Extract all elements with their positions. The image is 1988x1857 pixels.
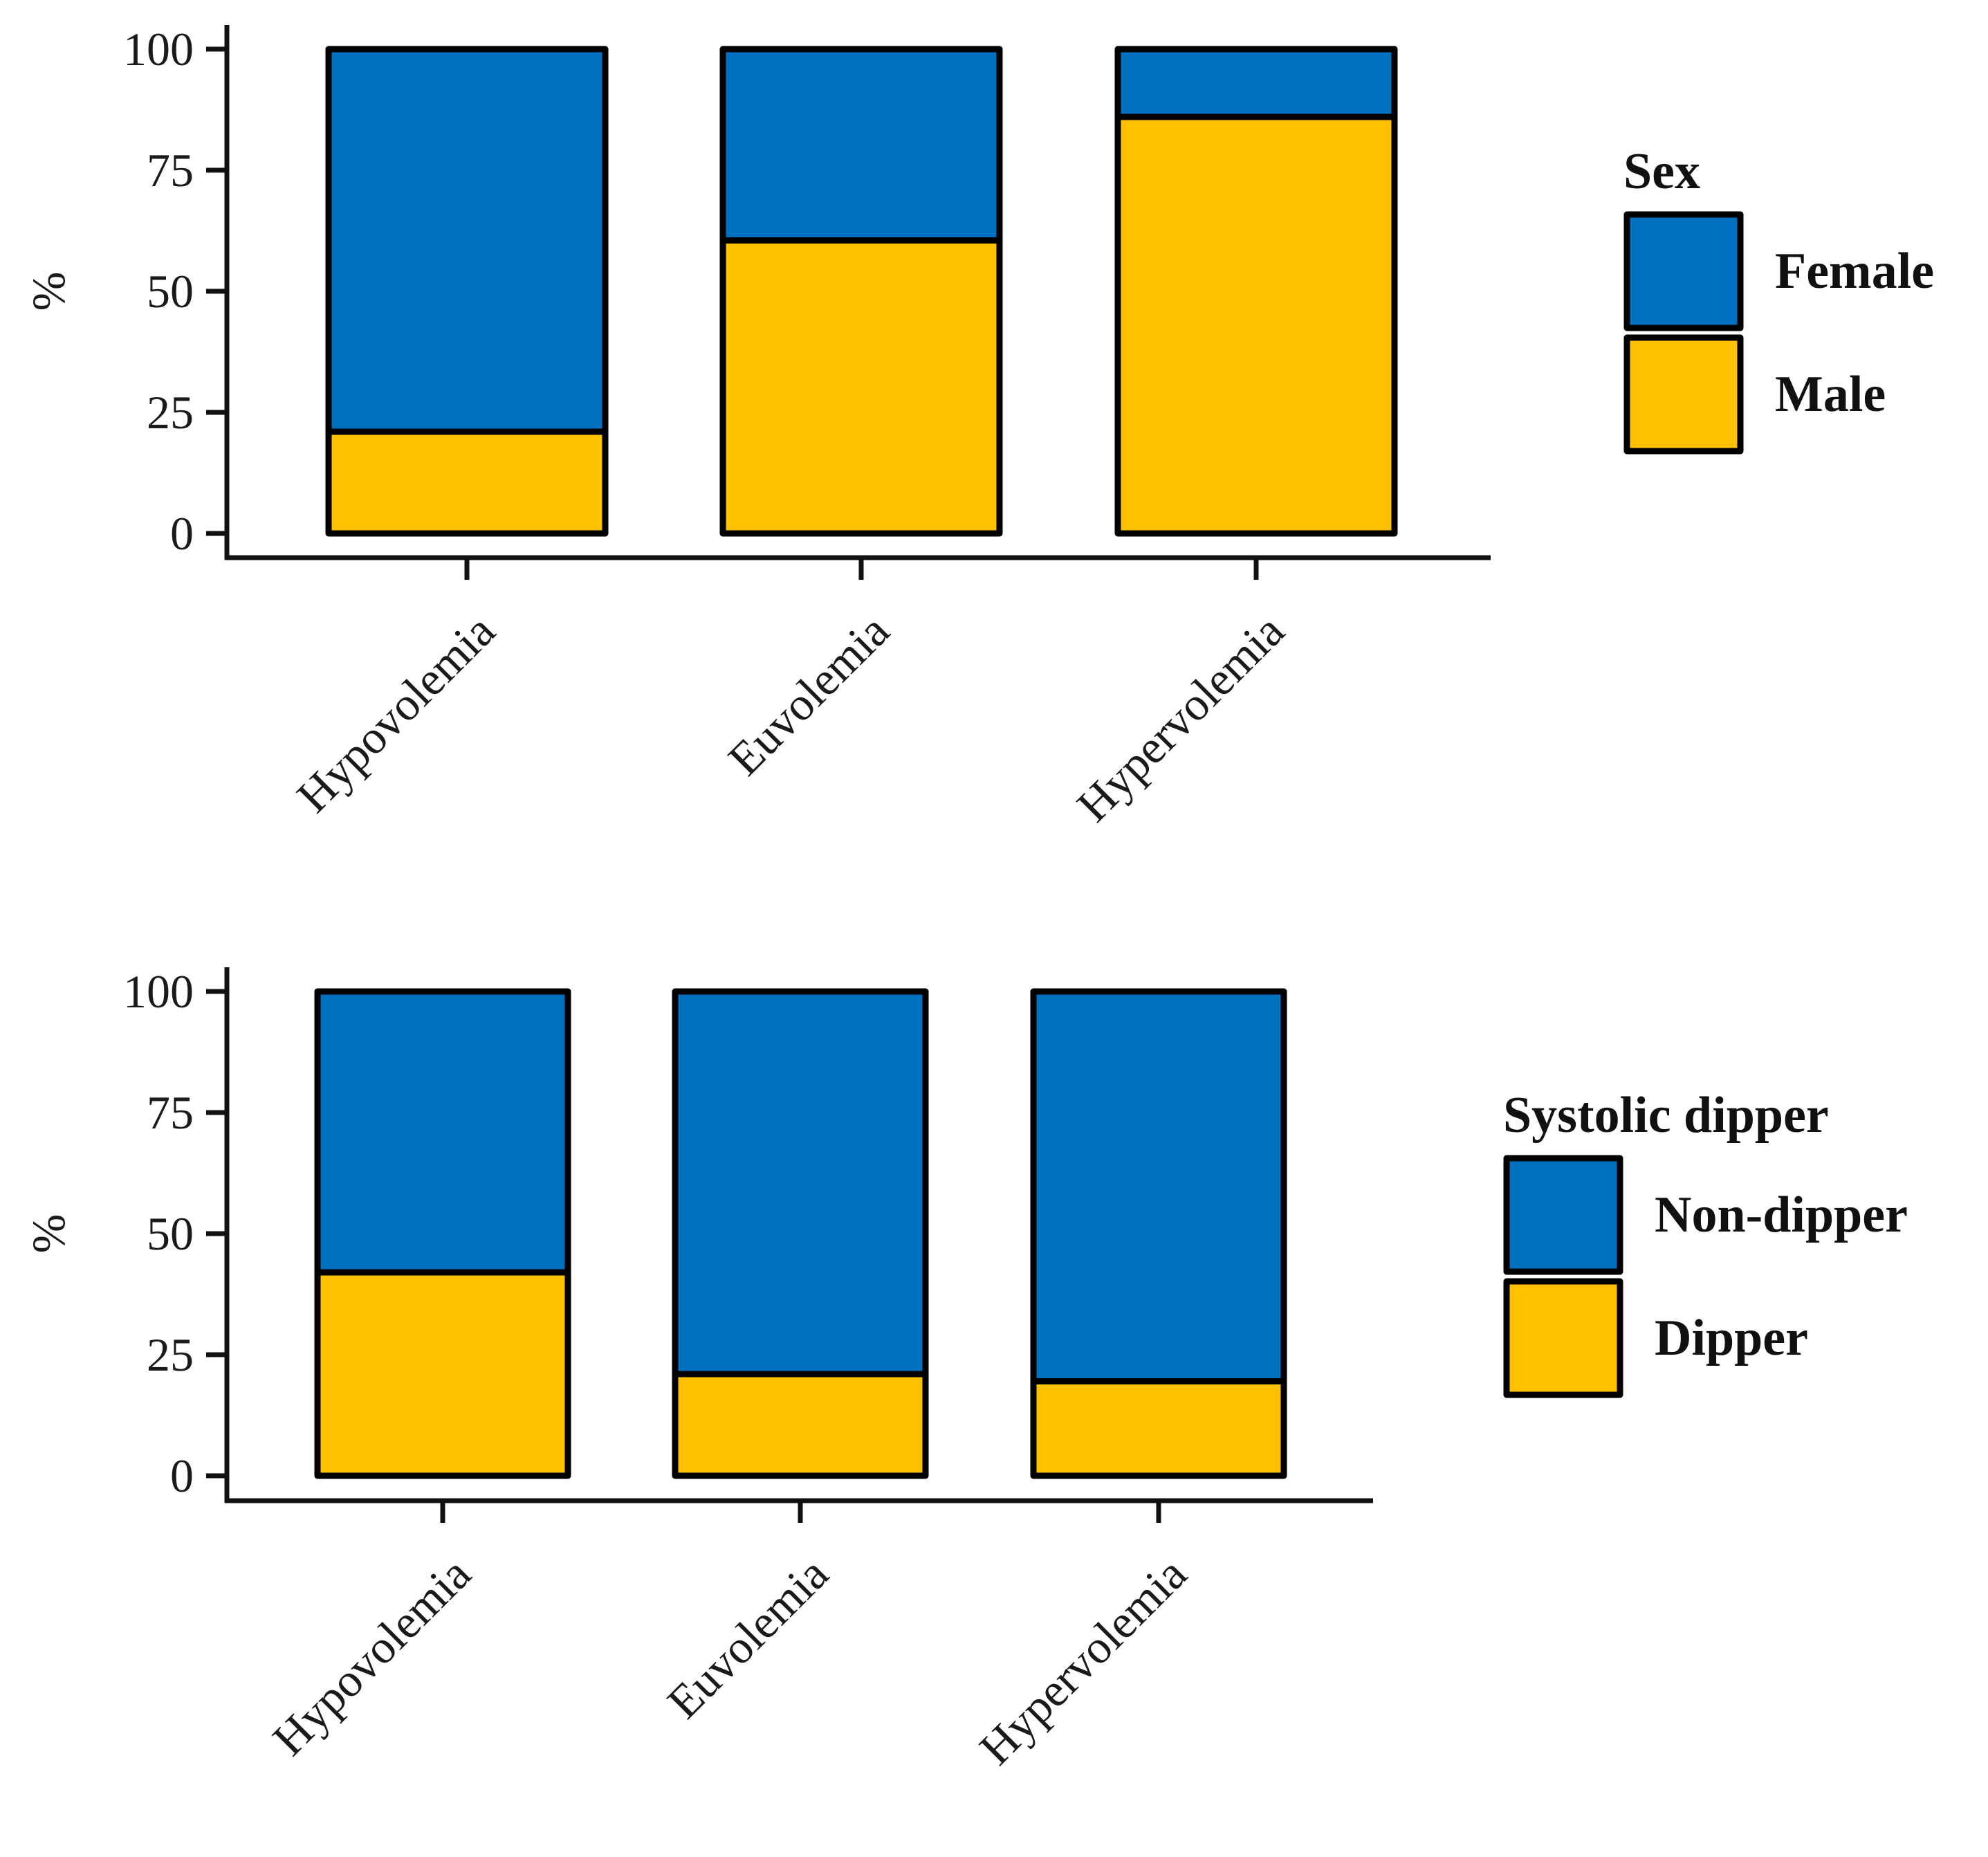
y-tick-label: 25	[147, 1328, 194, 1381]
y-tick-label: 100	[123, 23, 194, 75]
legend-label-female: Female	[1775, 243, 1934, 300]
bar-euvolemia-non-dipper	[672, 988, 929, 1378]
x-tick-label: Hypervolemia	[969, 1547, 1197, 1775]
y-tick-label: 50	[147, 1207, 194, 1260]
legend-title: Sex	[1623, 143, 1700, 200]
legend-label-non-dipper: Non-dipper	[1655, 1187, 1908, 1243]
bar-hypervolemia-non-dipper	[1030, 988, 1287, 1384]
y-axis-label: %	[22, 1214, 75, 1254]
y-tick-label: 50	[147, 265, 194, 318]
y-tick-label: 0	[170, 1449, 194, 1502]
legend-key-non-dipper	[1503, 1155, 1623, 1275]
legend-key-dipper	[1503, 1278, 1623, 1398]
y-axis-label: %	[22, 272, 75, 311]
bar-euvolemia-female	[719, 46, 1003, 244]
bar-hypovolemia-male	[325, 428, 609, 537]
legend: Sex Female Male	[1623, 143, 1934, 455]
y-tick-label: 75	[147, 1086, 194, 1139]
y-tick-label: 100	[123, 965, 194, 1018]
legend-title: Systolic dipper	[1503, 1087, 1829, 1144]
bar-hypovolemia-female	[325, 46, 609, 435]
x-tick-label: Hypovolemia	[286, 604, 504, 822]
x-tick-label: Euvolemia	[718, 604, 899, 785]
bar-euvolemia-male	[719, 237, 1003, 537]
y-tick-label: 25	[147, 386, 194, 439]
bar-hypervolemia-male	[1114, 113, 1398, 537]
y-tick-label: 75	[147, 144, 194, 196]
y-tick-label: 0	[170, 507, 194, 560]
bar-euvolemia-dipper	[672, 1371, 929, 1479]
legend-key-female	[1623, 211, 1744, 331]
x-tick-label: Hypovolemia	[262, 1547, 480, 1765]
chart-panel-2: 0 25 50 75 100% Hypovolemia Euvolemia Hypervole…	[22, 965, 1908, 1775]
bar-hypervolemia-female	[1114, 46, 1398, 120]
legend-label-male: Male	[1775, 366, 1886, 423]
x-tick-label: Euvolemia	[657, 1547, 838, 1728]
legend-label-dipper: Dipper	[1655, 1310, 1808, 1366]
bar-hypovolemia-non-dipper	[314, 988, 571, 1276]
x-tick-label: Hypervolemia	[1067, 604, 1294, 832]
chart-panel-1: 0 25 50 75 100% Hypovolemia Euvolemia Hypervole…	[22, 23, 1934, 832]
legend-key-male	[1623, 334, 1744, 455]
legend: Systolic dipper Non-dipper Dipper	[1503, 1087, 1908, 1398]
bar-hypovolemia-dipper	[314, 1269, 571, 1479]
bar-hypervolemia-dipper	[1030, 1378, 1287, 1479]
